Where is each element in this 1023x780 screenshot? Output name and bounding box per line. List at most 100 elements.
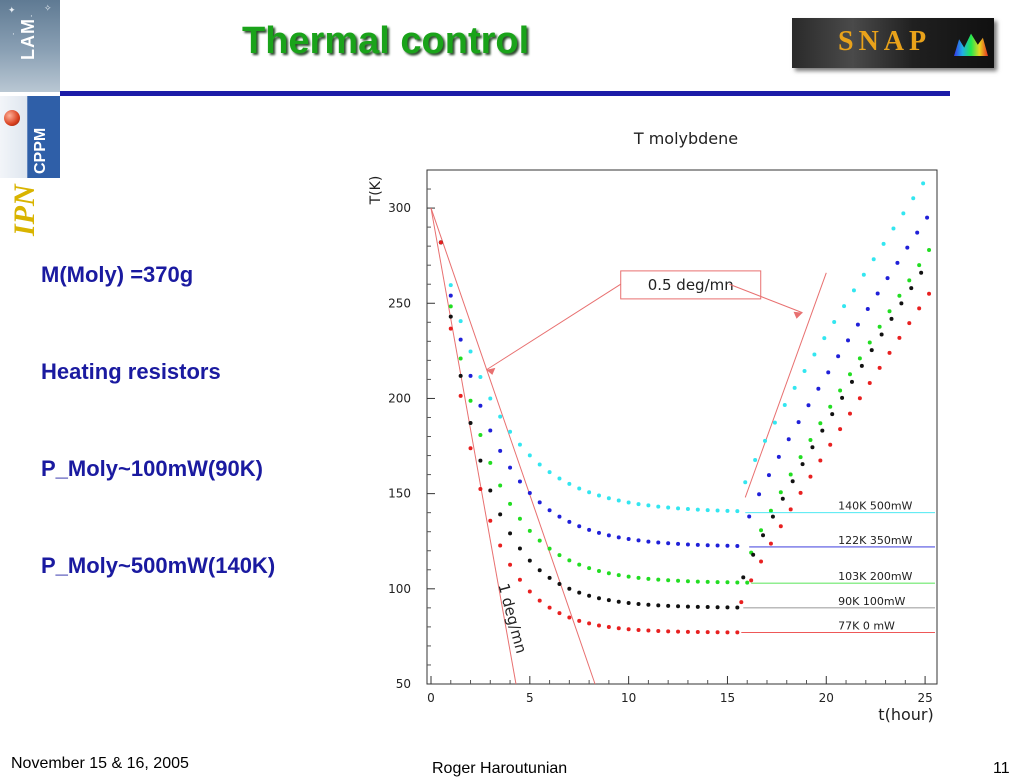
data-point: [527, 528, 532, 533]
data-point: [695, 604, 700, 609]
data-point: [725, 543, 730, 548]
snap-logo: SNAP: [792, 18, 994, 68]
ipn-logo-text: IPN: [8, 184, 41, 236]
data-point: [606, 533, 611, 538]
data-point: [587, 527, 592, 532]
data-point: [867, 340, 872, 345]
data-point: [676, 604, 681, 609]
data-point: [577, 618, 582, 623]
data-point: [778, 524, 783, 529]
slide-title: Thermal control: [242, 20, 530, 62]
data-point: [438, 240, 443, 245]
data-point: [636, 627, 641, 632]
spectrum-icon: [954, 33, 988, 56]
series-label: 90K 100mW: [838, 595, 905, 608]
data-point: [636, 601, 641, 606]
x-tick-label: 20: [819, 691, 834, 705]
data-point: [656, 577, 661, 582]
snap-logo-text: SNAP: [838, 26, 932, 57]
data-point: [577, 524, 582, 529]
data-point: [869, 348, 874, 353]
data-point: [646, 628, 651, 633]
data-point: [705, 630, 710, 635]
data-point: [596, 568, 601, 573]
page-number: 11: [993, 760, 1010, 777]
data-point: [927, 291, 932, 296]
data-point: [836, 354, 841, 359]
data-point: [725, 630, 730, 635]
cppm-logo-mark: [4, 110, 20, 126]
data-point: [448, 304, 453, 309]
data-point: [816, 386, 821, 391]
data-point: [636, 538, 641, 543]
data-point: [887, 309, 892, 314]
slow-rate-line: [744, 272, 827, 498]
data-point: [822, 336, 827, 341]
data-point: [448, 314, 453, 319]
footer-author: Roger Haroutunian: [432, 760, 568, 777]
data-point: [676, 629, 681, 634]
data-point: [891, 226, 896, 231]
data-point: [826, 370, 831, 375]
data-point: [871, 257, 876, 262]
data-point: [606, 625, 611, 630]
data-point: [587, 566, 592, 571]
series-label: 140K 500mW: [838, 500, 912, 513]
data-point: [488, 428, 493, 433]
data-point: [626, 574, 631, 579]
series-label: 103K 200mW: [838, 570, 912, 583]
series-labels: 140K 500mW 122K 350mW 103K 200mW 90K 100mW 7…: [741, 500, 935, 634]
data-point: [889, 316, 894, 321]
data-point: [915, 230, 920, 235]
chart-title: T molybdene: [633, 129, 738, 148]
data-point: [646, 602, 651, 607]
data-point: [749, 578, 754, 583]
data-point: [498, 448, 503, 453]
data-point: [715, 630, 720, 635]
data-point: [715, 580, 720, 585]
data-point: [468, 421, 473, 426]
x-tick-label: 25: [917, 691, 932, 705]
data-point: [587, 490, 592, 495]
data-point: [857, 356, 862, 361]
lam-logo-text: LAM: [18, 18, 38, 60]
y-tick-label: 250: [388, 296, 411, 310]
bullet-power-90k: P_Moly~100mW(90K): [41, 456, 263, 481]
fast-rate-label: 1 deg/mn: [494, 581, 530, 655]
data-point: [616, 535, 621, 540]
data-point: [917, 306, 922, 311]
data-point: [666, 541, 671, 546]
data-point: [666, 578, 671, 583]
data-point: [847, 411, 852, 416]
data-point: [770, 514, 775, 519]
data-point: [798, 490, 803, 495]
data-point: [596, 493, 601, 498]
data-point: [557, 514, 562, 519]
data-point: [547, 508, 552, 513]
data-point: [646, 576, 651, 581]
data-point: [790, 479, 795, 484]
data-point: [458, 337, 463, 342]
data-point: [907, 278, 912, 283]
data-point: [508, 465, 513, 470]
data-point: [885, 276, 890, 281]
data-point: [616, 573, 621, 578]
data-point: [846, 338, 851, 343]
data-point: [909, 286, 914, 291]
data-point: [448, 283, 453, 288]
x-tick-label: 0: [427, 691, 435, 705]
data-point: [715, 543, 720, 548]
arrow-head: [486, 367, 496, 375]
data-point: [508, 562, 513, 567]
data-point: [867, 380, 872, 385]
fast-rate-line: [430, 207, 517, 685]
data-point: [448, 326, 453, 331]
data-point: [842, 304, 847, 309]
slow-rate-pointer: [486, 283, 622, 371]
data-point: [796, 420, 801, 425]
data-point: [676, 506, 681, 511]
data-point: [810, 445, 815, 450]
data-point: [567, 481, 572, 486]
data-point: [925, 215, 930, 220]
data-point: [508, 501, 513, 506]
